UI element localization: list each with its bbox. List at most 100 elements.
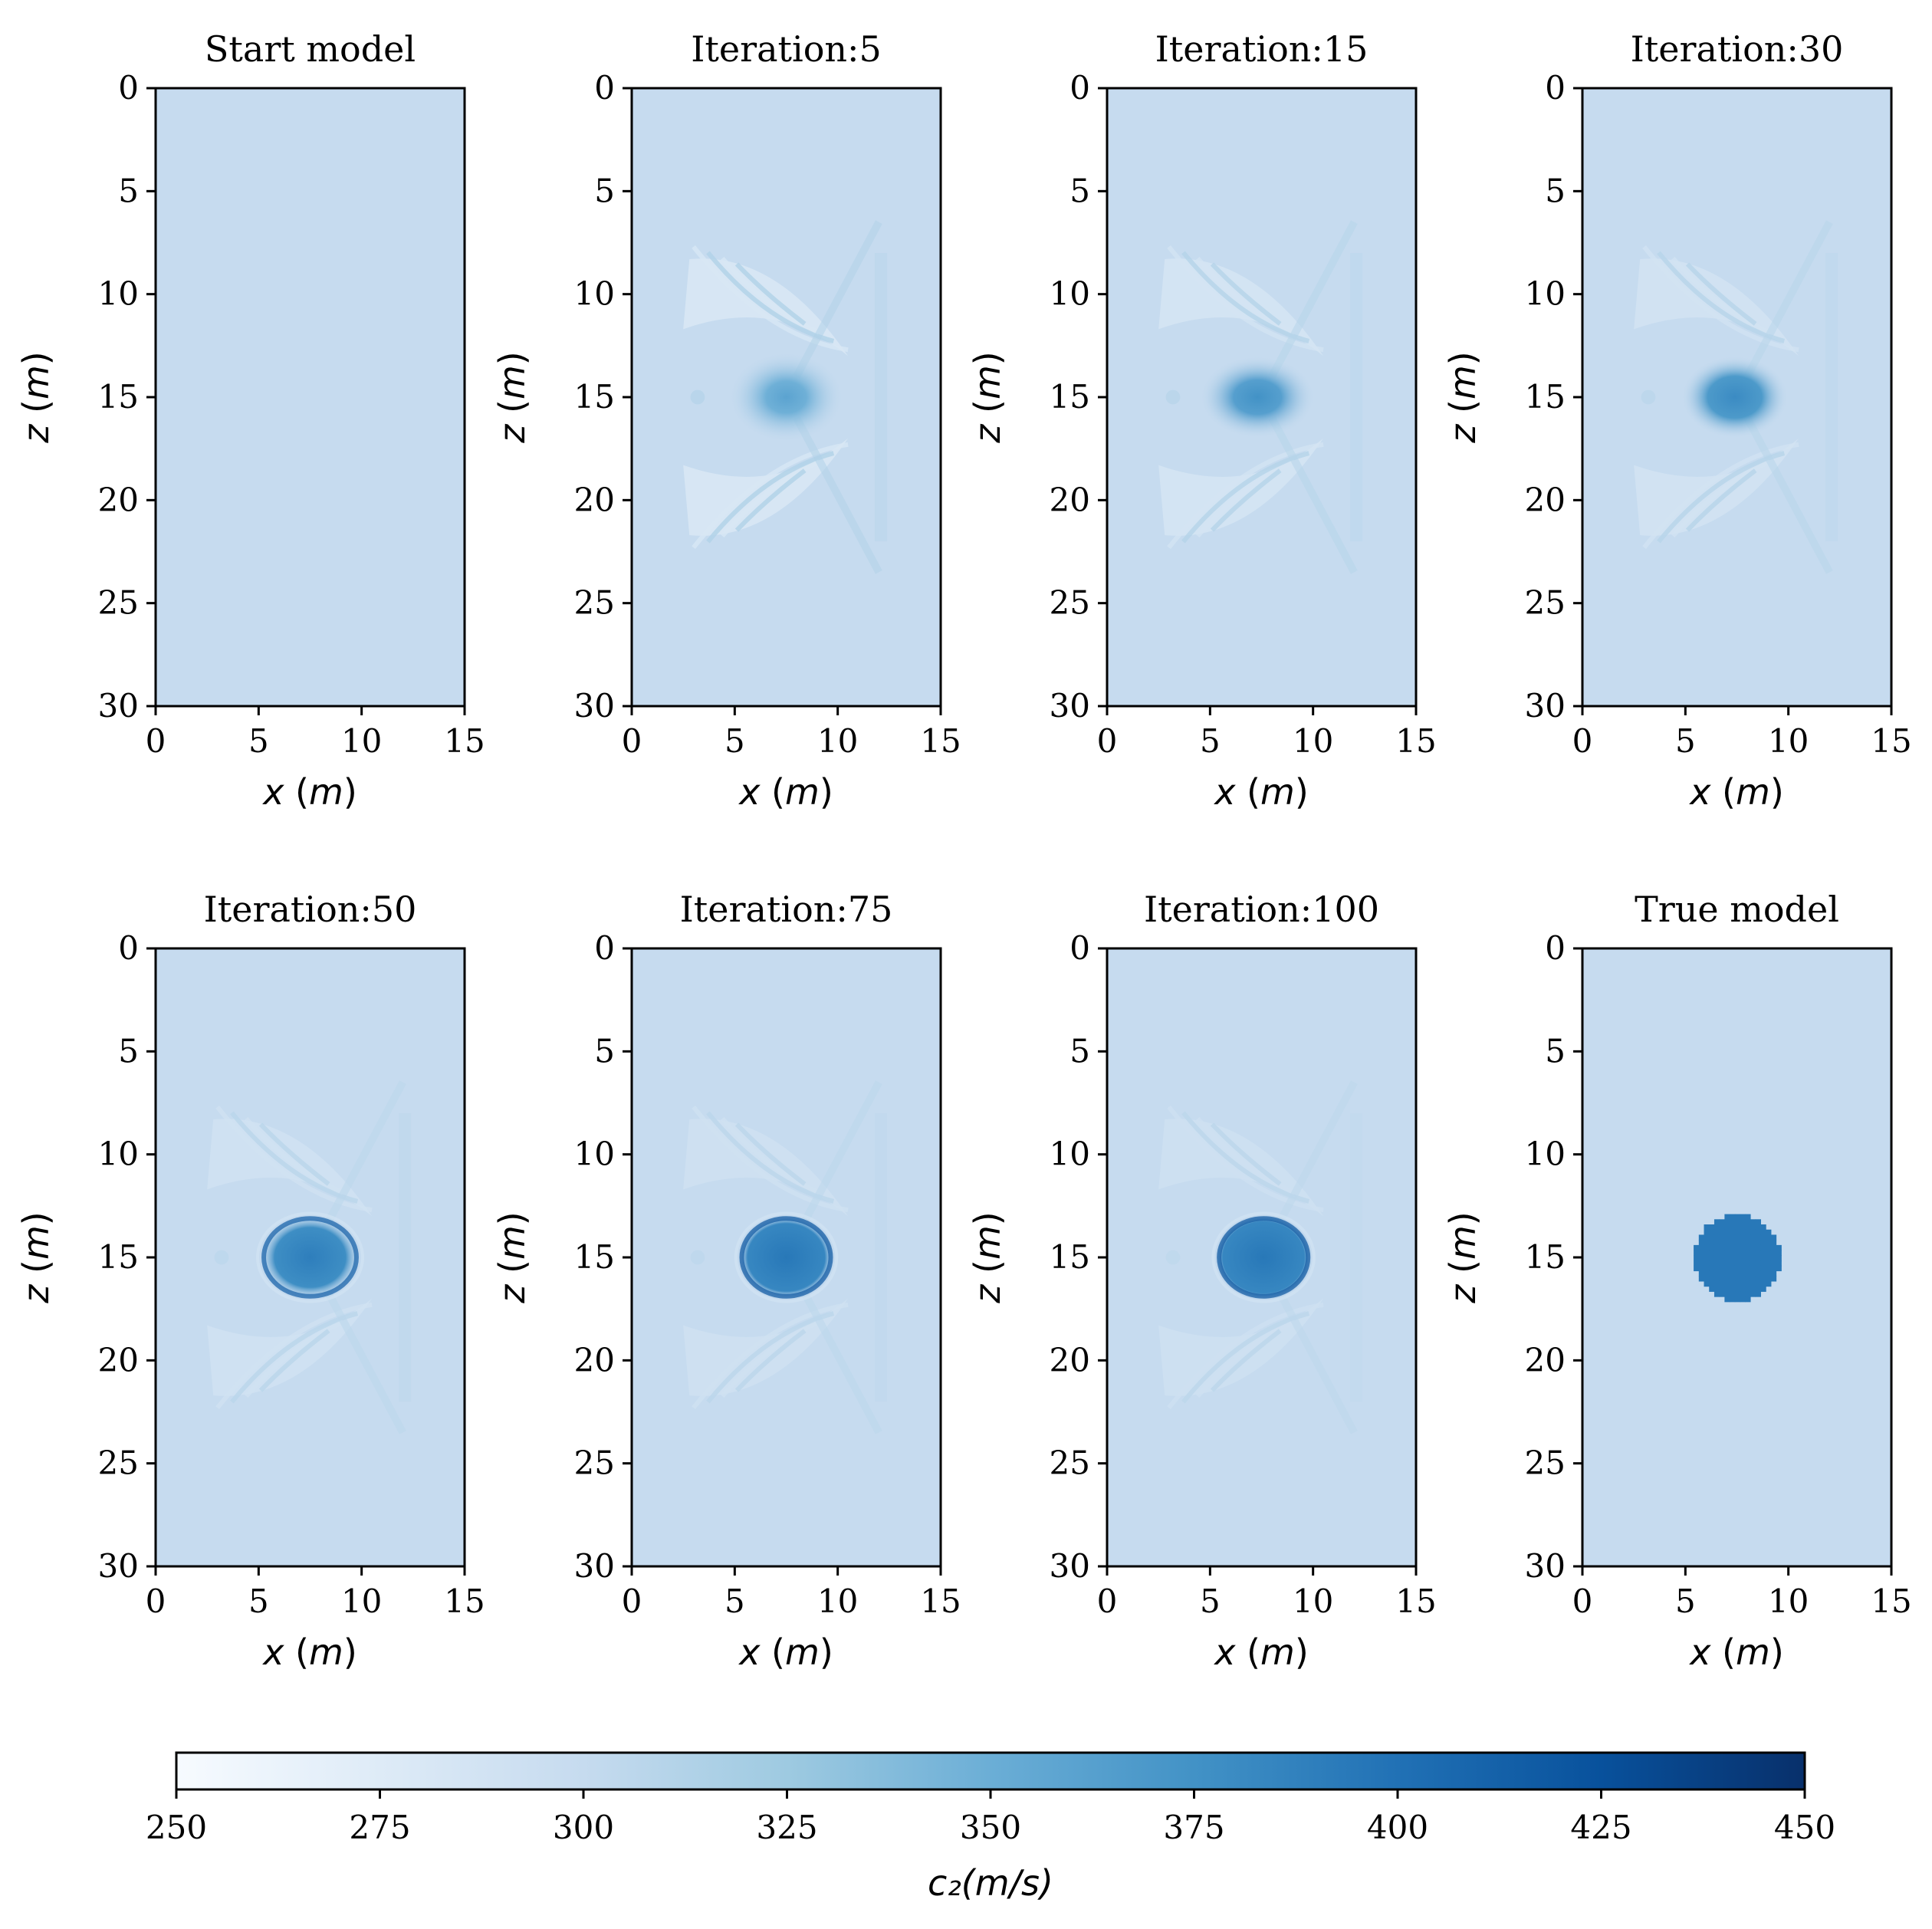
artifact-streak bbox=[1167, 245, 1324, 353]
anomaly-pixel bbox=[1766, 1255, 1772, 1261]
anomaly-pixel bbox=[1709, 1260, 1715, 1267]
anomaly-pixel bbox=[1776, 1244, 1782, 1251]
x-axis-label: x (m) bbox=[1688, 771, 1784, 813]
background-field bbox=[156, 88, 465, 706]
anomaly-pixel bbox=[1719, 1286, 1725, 1292]
anomaly-pixel bbox=[1755, 1280, 1761, 1287]
artifact-streak bbox=[720, 1116, 820, 1195]
anomaly-pixel bbox=[1698, 1260, 1705, 1267]
artifact-streak bbox=[1657, 451, 1786, 544]
y-tick-label: 5 bbox=[1070, 1032, 1090, 1070]
y-tick-label: 30 bbox=[98, 687, 139, 725]
x-tick-label: 10 bbox=[1293, 722, 1333, 760]
anomaly-pixel bbox=[1755, 1265, 1761, 1272]
artifact-streak bbox=[734, 468, 807, 532]
anomaly-pixel bbox=[1734, 1219, 1741, 1225]
colorbar-tick-label: 325 bbox=[756, 1809, 817, 1846]
anomaly-pixel bbox=[1714, 1276, 1720, 1282]
artifact-lobe bbox=[683, 1298, 849, 1396]
anomaly-pixel bbox=[1704, 1250, 1710, 1256]
anomaly-pixel bbox=[1755, 1276, 1761, 1282]
y-axis-label: z (m) bbox=[1442, 351, 1484, 444]
anomaly-pixel bbox=[1750, 1260, 1756, 1267]
anomaly-pixel bbox=[1704, 1255, 1710, 1261]
x-tick-label: 0 bbox=[1572, 1582, 1593, 1620]
artifact-streak bbox=[244, 1116, 344, 1195]
anomaly-pixel bbox=[1714, 1265, 1720, 1272]
artifact-edge-band bbox=[875, 252, 888, 542]
anomaly-pixel bbox=[1740, 1260, 1746, 1267]
artifact-streak bbox=[258, 1122, 330, 1186]
artifact-point bbox=[214, 1250, 229, 1265]
subplot-title: Iteration:30 bbox=[1631, 28, 1844, 70]
artifact-streak bbox=[215, 1302, 373, 1409]
subplot-title: True model bbox=[1635, 889, 1839, 930]
x-tick-label: 5 bbox=[1675, 1582, 1696, 1620]
anomaly-pixel bbox=[1745, 1219, 1751, 1225]
anomaly-pixel bbox=[1724, 1255, 1730, 1261]
artifact-streak bbox=[230, 1311, 359, 1404]
anomaly-pixel bbox=[1740, 1280, 1746, 1287]
anomaly-pixel bbox=[1734, 1240, 1741, 1246]
anomaly-pixel bbox=[1730, 1280, 1736, 1287]
inversion-artifacts bbox=[1158, 220, 1363, 574]
anomaly-rim bbox=[261, 1216, 359, 1299]
anomaly-halo bbox=[255, 1211, 365, 1303]
anomaly-pixel bbox=[1704, 1244, 1710, 1251]
anomaly-pixel bbox=[1734, 1244, 1741, 1251]
anomaly-pixel bbox=[1745, 1265, 1751, 1272]
subplot-title: Iteration:75 bbox=[680, 889, 893, 930]
y-tick-label: 30 bbox=[1050, 1547, 1090, 1585]
anomaly-pixel bbox=[1724, 1224, 1730, 1231]
anomaly-pixel bbox=[1740, 1229, 1746, 1236]
anomaly-pixel bbox=[1755, 1255, 1761, 1261]
y-tick-label: 15 bbox=[1050, 1238, 1090, 1276]
anomaly-pixel bbox=[1698, 1270, 1705, 1277]
subplot-title: Iteration:100 bbox=[1144, 889, 1379, 930]
artifact-streak bbox=[258, 1329, 330, 1392]
anomaly-pixel bbox=[1766, 1265, 1772, 1272]
x-tick-label: 15 bbox=[444, 722, 485, 760]
anomaly-pixel bbox=[1760, 1234, 1766, 1241]
artifact-point bbox=[690, 389, 705, 405]
anomaly-pixel bbox=[1724, 1240, 1730, 1246]
anomaly-pixel bbox=[1704, 1234, 1710, 1241]
anomaly-pixel bbox=[1770, 1234, 1777, 1241]
y-axis-label: z (m) bbox=[15, 351, 57, 444]
heatmap-field bbox=[156, 88, 465, 706]
y-tick-label: 5 bbox=[118, 172, 139, 209]
anomaly-pixel bbox=[1770, 1260, 1777, 1267]
subplot-2: Iteration:5 0 5 10 15 0 5 10 15 20 25 30 x (m) z (m) bbox=[491, 28, 961, 813]
x-tick-label: 5 bbox=[724, 1582, 745, 1620]
heatmap-field bbox=[1107, 948, 1416, 1566]
anomaly-pixel bbox=[1745, 1234, 1751, 1241]
x-tick-label: 5 bbox=[724, 722, 745, 760]
anomaly-pixel bbox=[1750, 1219, 1756, 1225]
anomaly-pixel bbox=[1730, 1234, 1736, 1241]
inversion-artifacts bbox=[207, 1080, 412, 1434]
y-tick-label: 15 bbox=[1525, 378, 1566, 416]
anomaly-pixel bbox=[1724, 1244, 1730, 1251]
anomaly-pixel bbox=[1724, 1234, 1730, 1241]
artifact-point bbox=[690, 1250, 705, 1265]
anomaly-pixel bbox=[1776, 1250, 1782, 1256]
anomaly-pixel bbox=[1750, 1270, 1756, 1277]
anomaly-pixel bbox=[1730, 1240, 1736, 1246]
colorbar-label: c₂(m/s) bbox=[928, 1862, 1053, 1904]
colorbar-tick-label: 375 bbox=[1163, 1809, 1224, 1846]
anomaly-pixel bbox=[1704, 1280, 1710, 1287]
anomaly-pixel bbox=[1740, 1214, 1746, 1220]
subplot-1: Start model 0 5 10 15 0 5 10 15 20 25 30 x (m) z (m) bbox=[15, 28, 485, 813]
artifact-streak bbox=[1181, 1111, 1310, 1204]
subplot-title: Iteration:5 bbox=[691, 28, 882, 70]
anomaly-pixel bbox=[1730, 1296, 1736, 1303]
anomaly-pixel bbox=[1750, 1224, 1756, 1231]
x-tick-label: 15 bbox=[444, 1582, 485, 1620]
anomaly-pixel bbox=[1709, 1276, 1715, 1282]
anomaly-pixel bbox=[1714, 1250, 1720, 1256]
anomaly-pixel bbox=[1724, 1250, 1730, 1256]
anomaly-pixel bbox=[1719, 1234, 1725, 1241]
artifact-streak bbox=[734, 262, 807, 326]
heatmap-field bbox=[632, 948, 941, 1566]
x-axis-label: x (m) bbox=[1688, 1632, 1784, 1673]
